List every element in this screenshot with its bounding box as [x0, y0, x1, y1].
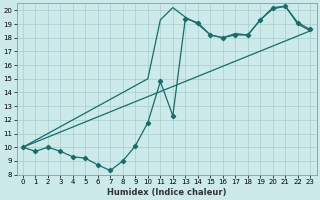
X-axis label: Humidex (Indice chaleur): Humidex (Indice chaleur)	[107, 188, 226, 197]
